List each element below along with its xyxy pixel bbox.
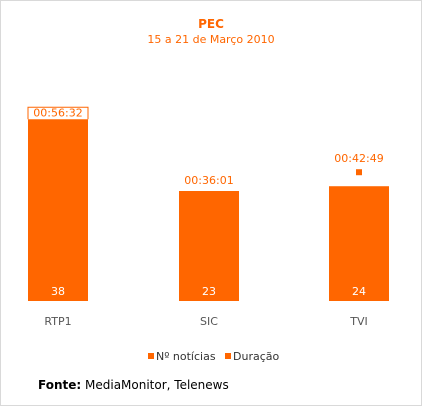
bar-tvi [329, 186, 389, 301]
duration-marker-rtp1 [27, 106, 89, 120]
duration-label-sic: 00:36:01 [184, 174, 233, 187]
legend-label-count: Nº notícias [156, 350, 216, 363]
source-note: Fonte: MediaMonitor, Telenews [38, 378, 229, 392]
legend-swatch-count [148, 353, 154, 359]
category-label-tvi: TVI [349, 315, 368, 328]
duration-marker-tvi [356, 169, 362, 176]
duration-label-rtp1: 00:56:32 [33, 106, 82, 119]
duration-label-tvi: 00:42:49 [334, 152, 383, 165]
count-label-rtp1: 38 [51, 285, 65, 298]
bar-chart: PEC 15 a 21 de Março 2010 38 RTP1 00:56:32… [27, 17, 389, 363]
category-label-sic: SIC [200, 315, 218, 328]
category-label-rtp1: RTP1 [44, 315, 71, 328]
source-label: Fonte: [38, 378, 82, 392]
legend-label-duration: Duração [233, 350, 279, 363]
legend-swatch-duration [225, 353, 231, 359]
bars-layer: 38 RTP1 00:56:32 23 SIC 00:36:01 24 TVI 00:42:49 [27, 106, 389, 328]
bar-sic [179, 191, 239, 301]
legend: Nº notícias Duração [148, 350, 279, 363]
count-label-sic: 23 [202, 285, 216, 298]
source-text: MediaMonitor, Telenews [85, 378, 229, 392]
chart-subtitle: 15 a 21 de Março 2010 [147, 33, 274, 46]
bar-rtp1 [28, 119, 88, 302]
count-label-tvi: 24 [352, 285, 366, 298]
chart-title: PEC [198, 17, 224, 31]
